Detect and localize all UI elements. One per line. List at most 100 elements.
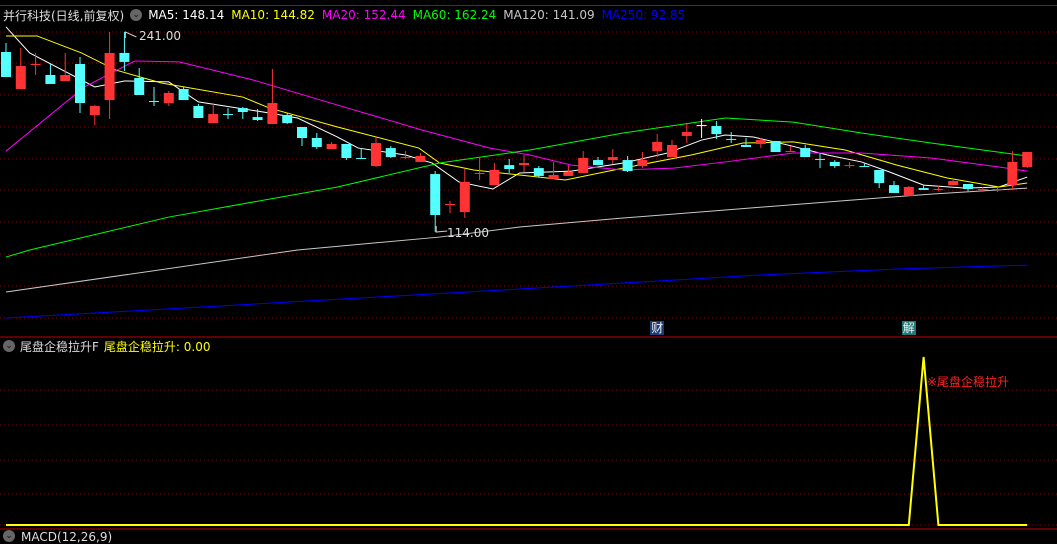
candle-body xyxy=(459,181,470,213)
candle-body xyxy=(415,155,426,162)
candle-body xyxy=(933,189,944,191)
indicator-value: 尾盘企稳拉升: 0.00 xyxy=(103,339,211,354)
candle-body xyxy=(297,126,307,138)
macd-legend: ⌄ MACD(12,26,9) xyxy=(3,530,112,544)
candle-body xyxy=(326,143,337,150)
candle-body xyxy=(341,143,352,158)
candle-body xyxy=(770,140,781,153)
candle-body xyxy=(89,106,100,116)
candle-body xyxy=(918,188,929,190)
high-pointer xyxy=(124,31,137,38)
candle-body xyxy=(963,183,973,190)
candle-body xyxy=(903,186,914,196)
candle-body xyxy=(104,52,115,101)
event-marker[interactable]: 解 xyxy=(901,321,916,335)
ma-legend-item: MA20: 152.44 xyxy=(321,8,406,22)
candle-body xyxy=(371,143,381,167)
candle-body xyxy=(430,174,441,216)
candle-body xyxy=(637,160,648,167)
candle-body xyxy=(726,138,737,140)
candle-body xyxy=(282,115,293,124)
candle-body xyxy=(815,158,825,160)
high-price-label: 241.00 xyxy=(139,29,181,43)
candle-body xyxy=(193,106,204,118)
macd-name[interactable]: MACD(12,26,9) xyxy=(21,530,113,544)
ma-legend-item: MA250: 92.85 xyxy=(601,8,686,22)
candle-body xyxy=(149,100,159,102)
candle-body xyxy=(208,114,219,124)
ma-legend-item: MA120: 141.09 xyxy=(503,8,595,22)
candle-body xyxy=(30,63,41,65)
candle-body xyxy=(252,117,263,121)
candle-body xyxy=(267,103,278,124)
candle-body xyxy=(1022,152,1033,167)
candle-body xyxy=(696,125,707,127)
ma-legend-item: MA5: 148.14 xyxy=(148,8,225,22)
stock-title: 并行科技(日线,前复权) xyxy=(3,8,125,23)
candle-body xyxy=(178,89,189,101)
indicator-legend: ⌄ 尾盘企稳拉升F 尾盘企稳拉升: 0.00 xyxy=(3,338,210,354)
candle-body xyxy=(237,108,248,113)
candle-body xyxy=(711,126,722,135)
signal-label: ※尾盘企稳拉升 xyxy=(927,375,1010,389)
candle-body xyxy=(489,169,500,186)
ma-line-ma10 xyxy=(6,35,1028,188)
chevron-down-icon[interactable]: ⌄ xyxy=(130,9,143,21)
candle-body xyxy=(519,163,529,166)
candle-body xyxy=(593,160,603,166)
candle-body xyxy=(385,148,396,158)
chevron-down-icon[interactable]: ⌄ xyxy=(3,530,15,542)
candle-body xyxy=(1007,161,1018,186)
low-pointer xyxy=(435,226,448,233)
candle-body xyxy=(445,203,455,205)
candle-body xyxy=(75,63,85,104)
candle-body xyxy=(533,168,544,176)
ma-line-ma60 xyxy=(5,117,1028,258)
candle-body xyxy=(311,137,322,147)
candle-body xyxy=(45,74,56,84)
candle-body xyxy=(548,175,559,179)
low-price-label: 114.00 xyxy=(447,226,489,240)
candle-body xyxy=(578,158,589,173)
ma-line-ma20 xyxy=(5,60,1028,172)
ma-legend: MA5: 148.14 MA10: 144.82 MA20: 152.44 MA60:… xyxy=(148,8,685,22)
candle-body xyxy=(400,157,411,159)
candle-body xyxy=(977,189,988,191)
candle-body xyxy=(874,169,885,184)
candle-body xyxy=(607,157,618,161)
price-legend: 并行科技(日线,前复权) ⌄ MA5: 148.14 MA10: 144.82 MA… xyxy=(3,7,685,23)
candle-body xyxy=(741,144,751,147)
candle-body xyxy=(223,114,233,116)
candle-body xyxy=(356,158,367,159)
chevron-down-icon[interactable]: ⌄ xyxy=(3,340,15,352)
candle-body xyxy=(163,92,174,104)
candle-body xyxy=(60,74,71,81)
candle-body xyxy=(829,161,840,167)
candle-body xyxy=(844,165,855,167)
candle-body xyxy=(681,132,692,136)
event-marker[interactable]: 财 xyxy=(650,321,665,335)
candle-body xyxy=(652,141,663,152)
ma-legend-item: MA10: 144.82 xyxy=(231,8,315,22)
candle-body xyxy=(800,148,811,158)
ma-line-ma5 xyxy=(5,26,1028,190)
candle-body xyxy=(992,189,1003,191)
indicator-name[interactable]: 尾盘企稳拉升F xyxy=(20,339,99,354)
candle-body xyxy=(622,160,633,172)
candle-body xyxy=(119,52,130,62)
ma-legend-item: MA60: 162.24 xyxy=(412,8,497,22)
candle-body xyxy=(474,172,485,174)
candle-body xyxy=(134,77,145,95)
candle-body xyxy=(667,144,677,158)
candle-body xyxy=(948,180,959,186)
candle-body xyxy=(15,66,26,90)
indicator-line xyxy=(6,356,1028,526)
candle-body xyxy=(1,52,11,78)
candle-body xyxy=(785,151,796,153)
ma-line-ma120 xyxy=(5,187,1028,293)
candle-body xyxy=(859,166,870,168)
candle-body xyxy=(504,165,515,170)
ma-line-ma250 xyxy=(5,264,1028,319)
candle-body xyxy=(889,185,899,193)
